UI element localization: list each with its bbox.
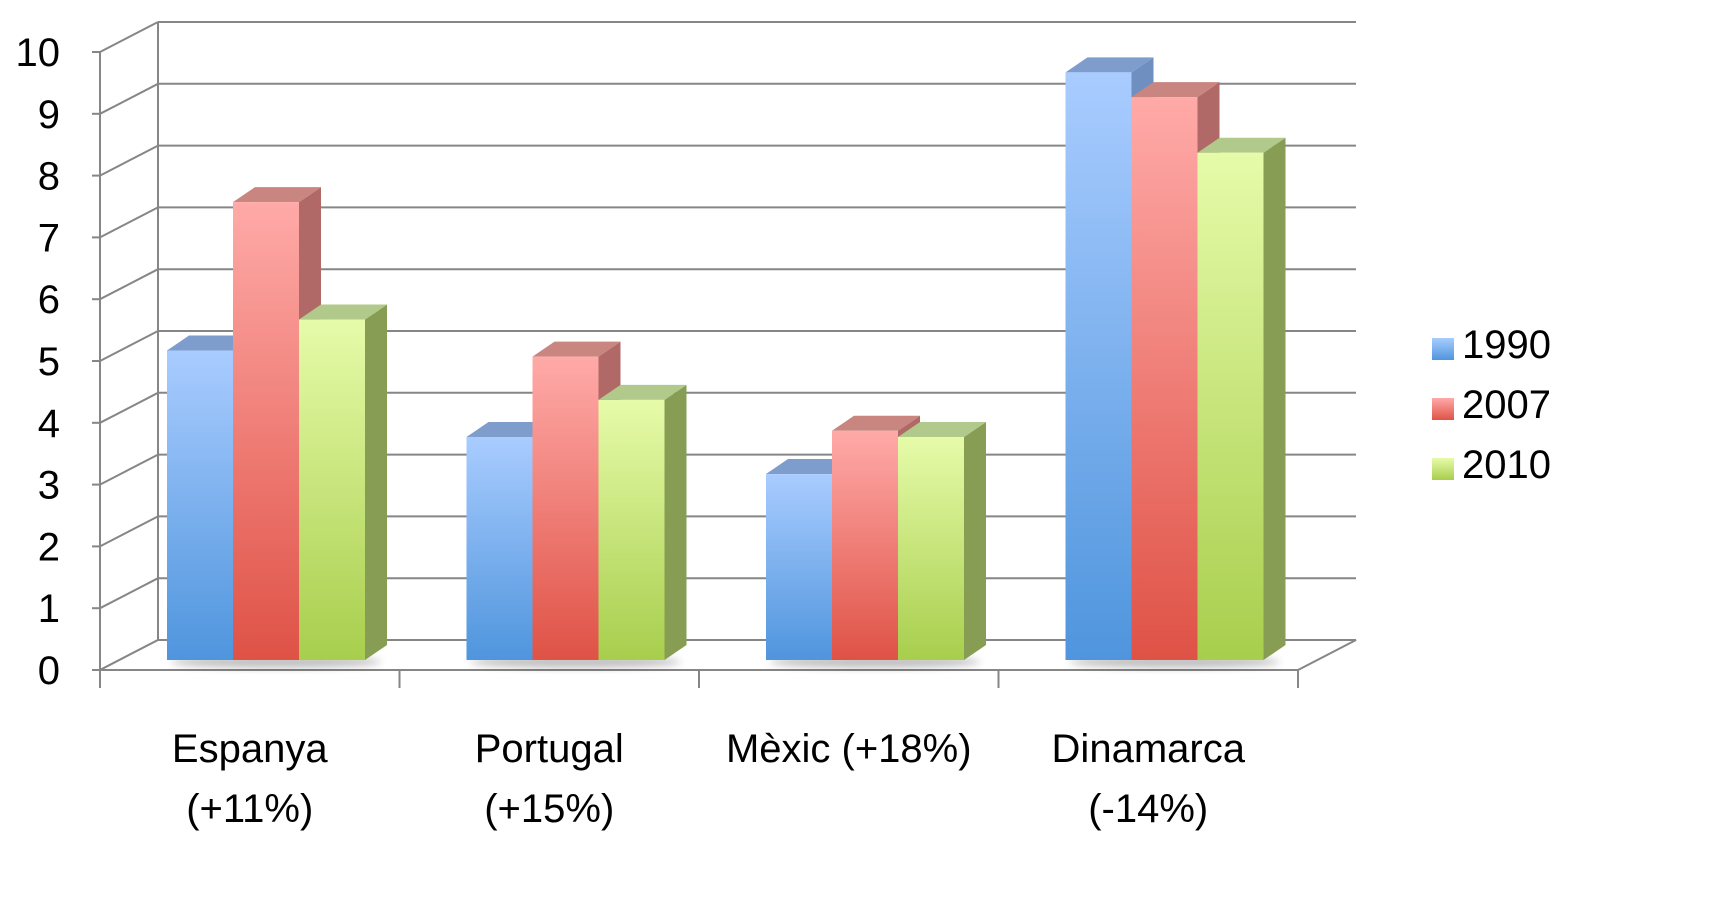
y-tick-label: 2	[38, 525, 60, 569]
bars	[167, 57, 1286, 668]
y-tick-label: 0	[38, 649, 60, 693]
y-tick-label: 3	[38, 464, 60, 508]
bar-front	[299, 319, 365, 660]
bar-front	[1065, 72, 1132, 661]
y-tick-label: 4	[38, 402, 60, 446]
legend: 1990 2007 2010	[1432, 323, 1551, 487]
bar-front	[167, 350, 233, 660]
legend-label-2007: 2007	[1462, 383, 1551, 427]
bar-side	[1263, 137, 1286, 660]
y-tick-label: 1	[38, 587, 60, 631]
chart-floor	[99, 639, 1357, 671]
y-tick-label: 7	[38, 216, 60, 260]
gridline-side	[99, 515, 159, 548]
bar-2007-0	[233, 187, 321, 660]
bar-front	[898, 436, 964, 660]
x-category-label: Dinamarca	[1052, 727, 1246, 771]
legend-label-2010: 2010	[1462, 443, 1551, 487]
legend-swatch-2007	[1432, 398, 1454, 420]
bar-front	[1197, 152, 1264, 660]
axes	[92, 22, 1299, 688]
x-category-label: Mèxic (+18%)	[726, 727, 972, 771]
gridline-side	[99, 268, 159, 301]
gridline-side	[99, 453, 159, 486]
bar-side	[964, 421, 986, 660]
legend-swatch-1990	[1432, 338, 1454, 360]
x-category-label: (+15%)	[484, 787, 614, 831]
x-category-label: (-14%)	[1088, 787, 1208, 831]
x-category-label: Portugal	[475, 727, 624, 771]
bar-front	[233, 202, 299, 660]
y-tick-label: 8	[38, 155, 60, 199]
bar-top	[1065, 57, 1154, 73]
gridline-side	[99, 391, 159, 424]
bar-2010-3	[1197, 137, 1286, 660]
bar-top	[532, 341, 621, 357]
gridline-side	[99, 21, 159, 53]
bar-top	[832, 415, 920, 431]
y-axis-tick-labels: 0 1 2 3 4 5 6 7 8 9 10	[16, 31, 61, 693]
y-tick-label: 6	[38, 278, 60, 322]
bar-front	[532, 356, 599, 660]
bar-side	[365, 304, 387, 660]
bar-front	[1131, 97, 1198, 660]
legend-swatch-2010	[1432, 458, 1454, 480]
x-category-label: (+11%)	[186, 787, 313, 831]
y-tick-label: 10	[16, 31, 61, 75]
bar-front	[466, 436, 533, 660]
bar-top	[898, 421, 986, 437]
x-axis-category-labels: Espanya (+11%) Portugal (+15%) Mèxic (+18%) D…	[172, 727, 1246, 831]
gridline-side	[99, 577, 159, 610]
bar-top	[233, 187, 321, 203]
y-tick-label: 5	[38, 340, 60, 384]
bar-top	[598, 384, 687, 400]
gridline-side	[99, 330, 159, 362]
bar-top	[1131, 82, 1220, 98]
legend-label-1990: 1990	[1462, 323, 1551, 367]
gridline-side	[99, 144, 159, 177]
bar-2010-2	[898, 421, 986, 660]
bar-side	[664, 384, 687, 660]
gridline-side	[99, 206, 159, 239]
gridline-side	[99, 82, 159, 115]
y-tick-label: 9	[38, 93, 60, 137]
bar-front	[766, 474, 832, 660]
bar-top	[299, 304, 387, 320]
bar-front	[832, 430, 898, 660]
bar-2010-0	[299, 304, 387, 660]
x-category-label: Espanya	[172, 727, 328, 771]
bar-front	[598, 399, 665, 660]
floor-plane	[99, 639, 1357, 671]
bar-2010-1	[598, 384, 687, 660]
bar-top	[1197, 137, 1286, 153]
